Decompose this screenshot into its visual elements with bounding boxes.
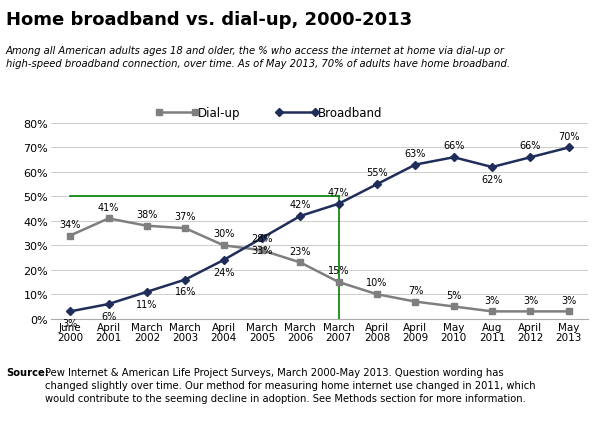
Text: 63%: 63% <box>405 148 426 158</box>
Text: 24%: 24% <box>213 267 235 277</box>
Text: Dial-up: Dial-up <box>198 106 241 119</box>
Text: Source:: Source: <box>6 367 49 377</box>
Text: 66%: 66% <box>520 141 541 151</box>
Text: 42%: 42% <box>290 200 311 210</box>
Text: 3%: 3% <box>484 295 500 305</box>
Text: Broadband: Broadband <box>318 106 383 119</box>
Text: 7%: 7% <box>408 285 423 295</box>
Text: 34%: 34% <box>59 219 81 229</box>
Text: 3%: 3% <box>523 295 538 305</box>
Text: 5%: 5% <box>446 290 461 300</box>
Text: Among all American adults ages 18 and older, the % who access the internet at ho: Among all American adults ages 18 and ol… <box>6 46 510 69</box>
Text: 3%: 3% <box>561 295 577 305</box>
Text: 28%: 28% <box>251 234 273 244</box>
Text: 15%: 15% <box>328 266 349 276</box>
Text: 41%: 41% <box>98 202 119 212</box>
Text: 16%: 16% <box>175 287 196 297</box>
Text: 10%: 10% <box>367 278 388 288</box>
Text: 66%: 66% <box>443 141 464 151</box>
Text: 23%: 23% <box>290 246 311 256</box>
Text: 3%: 3% <box>62 319 78 329</box>
Text: 55%: 55% <box>366 168 388 178</box>
Text: 33%: 33% <box>251 245 272 255</box>
Text: Home broadband vs. dial-up, 2000-2013: Home broadband vs. dial-up, 2000-2013 <box>6 11 412 29</box>
Text: Pew Internet & American Life Project Surveys, March 2000-May 2013. Question word: Pew Internet & American Life Project Sur… <box>45 367 536 403</box>
Text: 38%: 38% <box>136 210 158 220</box>
Text: 62%: 62% <box>481 174 503 184</box>
Text: 37%: 37% <box>175 212 196 222</box>
Text: 70%: 70% <box>558 132 580 141</box>
Text: 6%: 6% <box>101 311 116 321</box>
Text: 30%: 30% <box>213 229 234 239</box>
Text: 47%: 47% <box>328 187 349 197</box>
Text: 11%: 11% <box>136 299 158 309</box>
